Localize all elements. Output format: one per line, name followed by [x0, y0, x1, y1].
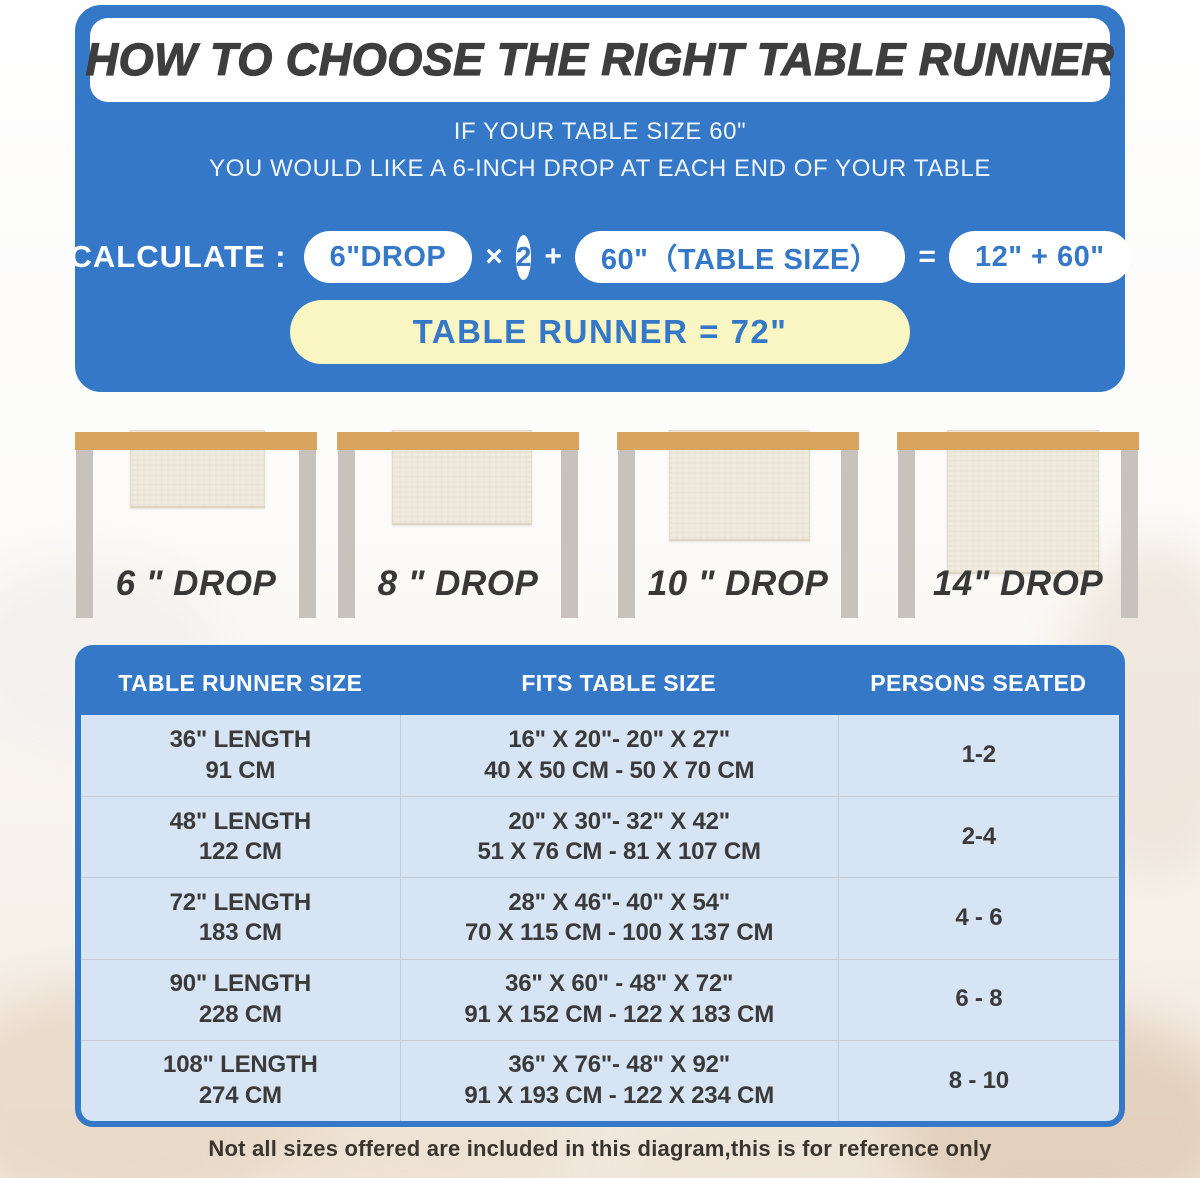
table-size-pill: 60"（TABLE SIZE）: [574, 231, 906, 283]
result-pill: TABLE RUNNER = 72": [290, 300, 910, 364]
cell-runner-size: 72" LENGTH 183 CM: [81, 878, 400, 958]
runner-size-inches: 72" LENGTH: [169, 889, 312, 917]
fits-inches: 20" X 30"- 32" X 42": [508, 807, 730, 835]
size-chart-body: 36" LENGTH 91 CM 16" X 20"- 20" X 27" 40…: [81, 715, 1119, 1121]
fits-cm: 40 X 50 CM - 50 X 70 CM: [484, 756, 755, 784]
tabletop: [897, 432, 1139, 450]
table-leg-left: [618, 450, 635, 618]
drop-label: 8 " DROP: [377, 564, 539, 603]
table-leg-left: [898, 450, 915, 618]
cell-fits: 36" X 76"- 48" X 92" 91 X 193 CM - 122 X…: [399, 1040, 838, 1121]
persons-seated: 6 - 8: [955, 985, 1003, 1013]
table-leg-right: [841, 450, 858, 618]
table-figure: 8 " DROP: [337, 392, 579, 645]
runner-size-cm: 91 CM: [205, 756, 276, 784]
table-leg-right: [299, 450, 316, 618]
tabletop: [337, 432, 579, 450]
tabletop: [75, 432, 317, 450]
cell-persons: 6 - 8: [837, 959, 1119, 1040]
persons-seated: 2-4: [961, 823, 996, 851]
calculate-row: CALCULATE : 6"DROP × 2 + 60"（TABLE SIZE）…: [70, 230, 1131, 284]
table-row: 90" LENGTH 228 CM 36" X 60" - 48" X 72" …: [81, 958, 1119, 1040]
calculate-label: CALCULATE :: [69, 239, 287, 274]
table-figure: 14" DROP: [897, 392, 1139, 645]
fits-inches: 36" X 76"- 48" X 92": [508, 1051, 730, 1079]
cell-persons: 4 - 6: [837, 878, 1119, 959]
fits-cm: 91 X 193 CM - 122 X 234 CM: [464, 1081, 774, 1109]
size-chart-header: TABLE RUNNER SIZE FITS TABLE SIZE PERSON…: [81, 651, 1119, 715]
table-row: 108" LENGTH 274 CM 36" X 76"- 48" X 92" …: [81, 1039, 1119, 1121]
table-row: 48" LENGTH 122 CM 20" X 30"- 32" X 42" 5…: [81, 796, 1119, 878]
cell-fits: 28" X 46"- 40" X 54" 70 X 115 CM - 100 X…: [399, 878, 838, 959]
drop-diagrams: 6 " DROP 8 " DROP 10 " DROP 14" DROP: [75, 392, 1139, 645]
fits-inches: 28" X 46"- 40" X 54": [508, 889, 730, 917]
cell-persons: 2-4: [837, 797, 1119, 878]
title-banner: HOW TO CHOOSE THE RIGHT TABLE RUNNER: [85, 18, 1115, 102]
persons-seated: 4 - 6: [955, 904, 1003, 932]
footnote: Not all sizes offered are included in th…: [208, 1136, 992, 1161]
cell-persons: 1-2: [837, 715, 1119, 797]
runner-size-inches: 36" LENGTH: [169, 726, 312, 754]
cell-runner-size: 48" LENGTH 122 CM: [81, 797, 400, 877]
fits-cm: 91 X 152 CM - 122 X 183 CM: [464, 1000, 774, 1028]
table-leg-left: [76, 450, 93, 618]
drop-label: 10 " DROP: [647, 564, 829, 603]
persons-seated: 8 - 10: [948, 1066, 1009, 1094]
fits-inches: 36" X 60" - 48" X 72": [505, 970, 734, 998]
runner-size-inches: 90" LENGTH: [169, 970, 312, 998]
runner-size-inches: 48" LENGTH: [169, 807, 312, 835]
table-leg-right: [1121, 450, 1138, 618]
runner-swatch: [947, 430, 1099, 574]
cell-fits: 20" X 30"- 32" X 42" 51 X 76 CM - 81 X 1…: [399, 797, 838, 878]
drop-label: 14" DROP: [932, 564, 1104, 603]
runner-size-cm: 274 CM: [198, 1081, 282, 1109]
cell-runner-size: 90" LENGTH 228 CM: [81, 960, 400, 1040]
table-figure: 10 " DROP: [617, 392, 859, 645]
top-panel: HOW TO CHOOSE THE RIGHT TABLE RUNNER IF …: [70, 5, 1131, 392]
multiplier-badge: 2: [515, 234, 532, 280]
fits-cm: 51 X 76 CM - 81 X 107 CM: [477, 838, 762, 866]
column-header-fits: FITS TABLE SIZE: [521, 669, 717, 696]
cell-runner-size: 108" LENGTH 274 CM: [81, 1041, 400, 1121]
table-row: 36" LENGTH 91 CM 16" X 20"- 20" X 27" 40…: [81, 715, 1119, 797]
plus-sign: +: [544, 240, 562, 273]
sum-pill: 12" + 60": [948, 231, 1131, 283]
equals-sign: =: [918, 240, 936, 273]
subtitle-line-2: YOU WOULD LIKE A 6-INCH DROP AT EACH END…: [209, 155, 991, 182]
cell-runner-size: 36" LENGTH 91 CM: [81, 715, 400, 796]
column-header-runner-size: TABLE RUNNER SIZE: [118, 669, 363, 696]
size-chart-panel: TABLE RUNNER SIZE FITS TABLE SIZE PERSON…: [75, 645, 1125, 1127]
cell-fits: 16" X 20"- 20" X 27" 40 X 50 CM - 50 X 7…: [399, 715, 838, 797]
page-title: HOW TO CHOOSE THE RIGHT TABLE RUNNER: [85, 33, 1115, 85]
table-leg-left: [338, 450, 355, 618]
cell-fits: 36" X 60" - 48" X 72" 91 X 152 CM - 122 …: [399, 959, 838, 1040]
runner-size-cm: 183 CM: [198, 919, 282, 947]
cell-persons: 8 - 10: [837, 1040, 1119, 1121]
fits-inches: 16" X 20"- 20" X 27": [508, 726, 730, 754]
drop-pill: 6"DROP: [303, 231, 473, 283]
subtitle-line-1: IF YOUR TABLE SIZE 60": [453, 118, 747, 145]
tabletop: [617, 432, 859, 450]
persons-seated: 1-2: [961, 741, 996, 769]
table-figure: 6 " DROP: [75, 392, 317, 645]
runner-size-cm: 122 CM: [198, 838, 282, 866]
table-leg-right: [561, 450, 578, 618]
multiply-sign: ×: [485, 240, 503, 273]
table-row: 72" LENGTH 183 CM 28" X 46"- 40" X 54" 7…: [81, 877, 1119, 959]
runner-size-cm: 228 CM: [198, 1000, 282, 1028]
column-header-persons: PERSONS SEATED: [870, 669, 1087, 696]
drop-label: 6 " DROP: [115, 564, 277, 603]
fits-cm: 70 X 115 CM - 100 X 137 CM: [465, 919, 774, 947]
runner-size-inches: 108" LENGTH: [163, 1051, 318, 1079]
